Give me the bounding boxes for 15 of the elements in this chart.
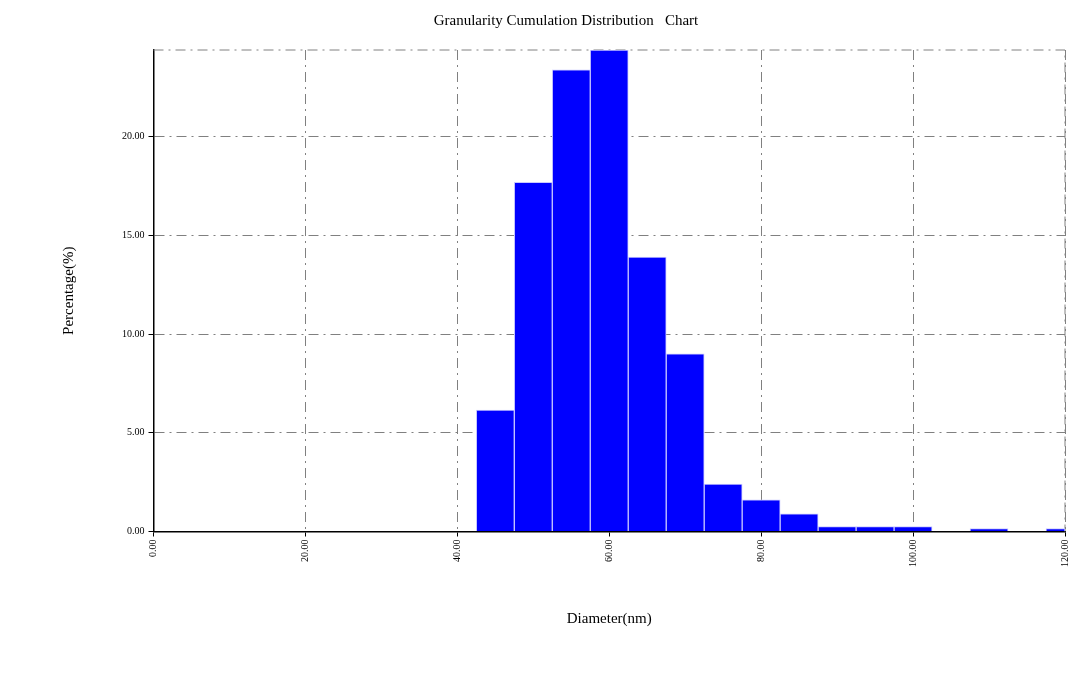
x-axis-title: Diameter(nm) bbox=[566, 609, 652, 627]
y-tick-label: 5.00 bbox=[127, 426, 145, 438]
x-tick-label: 0.00 bbox=[147, 539, 159, 557]
x-tick-label: 40.00 bbox=[450, 539, 462, 562]
x-tick-label: 20.00 bbox=[299, 539, 311, 562]
y-tick-label: 15.00 bbox=[122, 229, 145, 241]
x-tick-label: 120.00 bbox=[1058, 539, 1070, 567]
y-tick-label: 10.00 bbox=[122, 327, 145, 339]
y-tick-label: 0.00 bbox=[127, 525, 145, 537]
y-axis-title: Percentage(%) bbox=[59, 246, 77, 335]
x-tick-label: 60.00 bbox=[602, 539, 614, 562]
chart-title: Granularity Cumulation Distribution Chart bbox=[433, 11, 700, 28]
y-tick-label: 20.00 bbox=[122, 130, 145, 142]
x-tick-label: 100.00 bbox=[906, 539, 918, 567]
x-tick-label: 80.00 bbox=[754, 539, 766, 562]
